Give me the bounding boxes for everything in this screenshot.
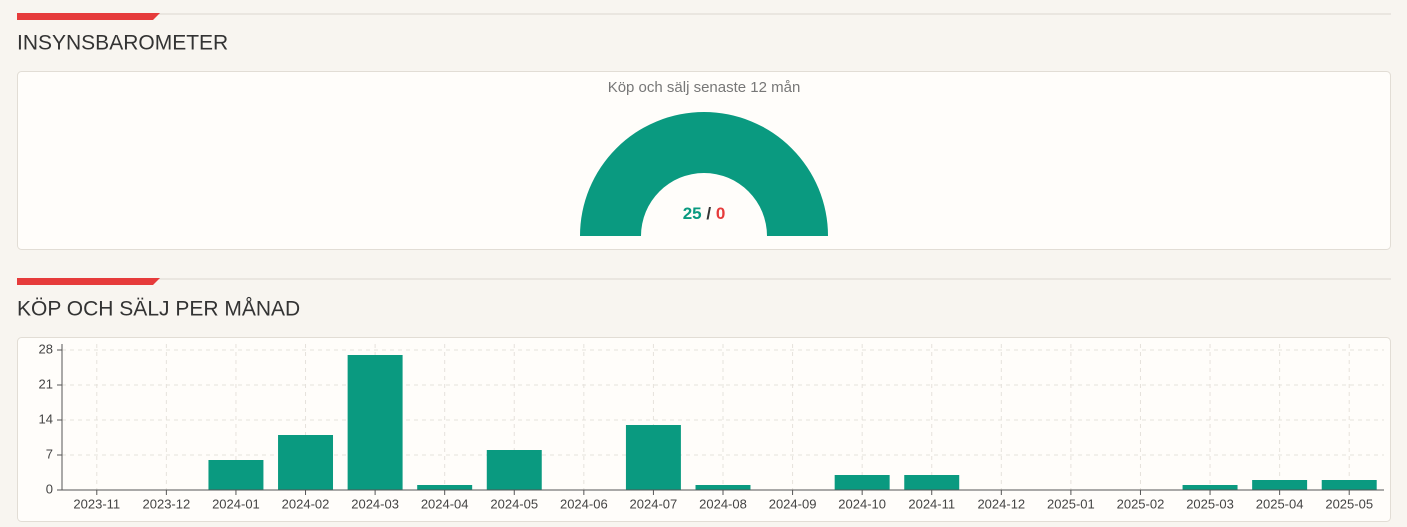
separator: / bbox=[706, 204, 711, 223]
gauge-label: 25 / 0 bbox=[683, 204, 726, 223]
y-tick-label: 7 bbox=[46, 446, 53, 461]
bar bbox=[904, 475, 960, 490]
gauge bbox=[580, 112, 828, 236]
section-tab bbox=[17, 278, 160, 285]
buy-count: 25 bbox=[683, 204, 702, 223]
x-tick-label: 2024-03 bbox=[351, 496, 399, 511]
x-tick-label: 2025-02 bbox=[1117, 496, 1165, 511]
y-tick-label: 28 bbox=[39, 341, 53, 356]
x-tick-label: 2024-06 bbox=[560, 496, 608, 511]
x-tick-label: 2024-10 bbox=[838, 496, 886, 511]
bar-chart: 0 7 14 21 28 2023-11 2023-12 2024-01 2024-02 2024… bbox=[39, 341, 1384, 511]
x-tick-label: 2025-04 bbox=[1256, 496, 1304, 511]
x-tick-label: 2024-01 bbox=[212, 496, 260, 511]
card bbox=[17, 337, 1391, 522]
x-tick-label: 2025-01 bbox=[1047, 496, 1095, 511]
gauge-title: Köp och sälj senaste 12 mån bbox=[608, 79, 801, 96]
bar bbox=[1182, 485, 1238, 490]
x-tick-label: 2024-11 bbox=[908, 496, 955, 511]
sell-count: 0 bbox=[716, 204, 725, 223]
x-tick-label: 2024-02 bbox=[282, 496, 330, 511]
bar bbox=[834, 475, 890, 490]
bar bbox=[486, 450, 542, 490]
section-heading: INSYNSBAROMETER bbox=[17, 32, 228, 55]
bar bbox=[1252, 480, 1308, 490]
x-tick-label: 2024-12 bbox=[977, 496, 1025, 511]
bar bbox=[625, 425, 681, 490]
x-tick-label: 2025-05 bbox=[1325, 496, 1373, 511]
x-tick-label: 2024-04 bbox=[421, 496, 469, 511]
bar bbox=[1321, 480, 1377, 490]
x-tick-label: 2024-09 bbox=[769, 496, 817, 511]
section-tab bbox=[17, 13, 160, 20]
x-tick-label: 2023-11 bbox=[73, 496, 120, 511]
bar bbox=[278, 435, 334, 490]
x-tick-label: 2024-07 bbox=[630, 496, 678, 511]
y-tick-label: 0 bbox=[46, 481, 53, 496]
x-tick-label: 2023-12 bbox=[143, 496, 191, 511]
bar bbox=[347, 355, 403, 490]
y-tick-label: 21 bbox=[39, 376, 53, 391]
section-heading: KÖP OCH SÄLJ PER MÅNAD bbox=[17, 298, 300, 321]
bar bbox=[417, 485, 473, 490]
bar bbox=[695, 485, 751, 490]
gauge-segment bbox=[580, 112, 828, 236]
x-tick-label: 2024-08 bbox=[699, 496, 747, 511]
x-tick-label: 2025-03 bbox=[1186, 496, 1234, 511]
bar bbox=[208, 460, 264, 490]
x-tick-label: 2024-05 bbox=[490, 496, 538, 511]
y-tick-label: 14 bbox=[39, 411, 53, 426]
